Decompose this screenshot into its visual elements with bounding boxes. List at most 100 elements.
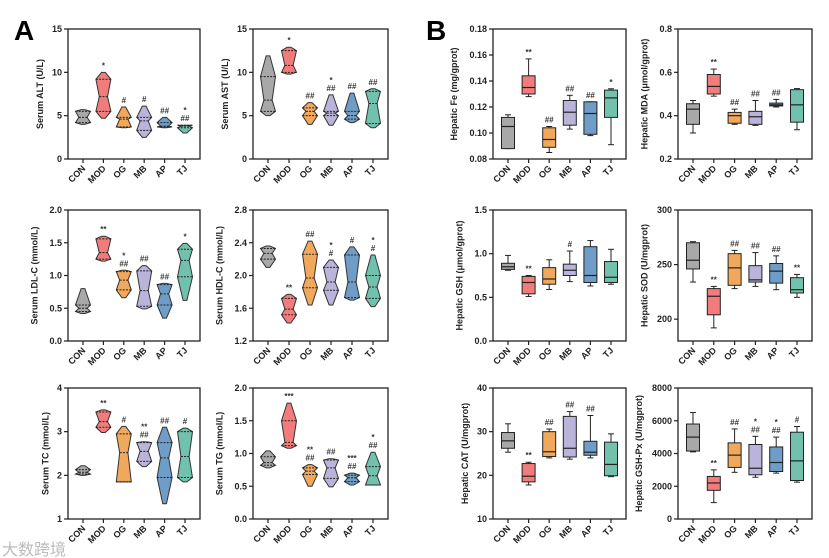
- y-tick-label: 0.08: [469, 154, 487, 164]
- plot-frame: [67, 28, 201, 160]
- violin-con: [259, 55, 277, 117]
- x-tick-label: MOD: [271, 163, 293, 185]
- y-tick-label: 20: [477, 470, 487, 480]
- significance-mark: ##: [140, 255, 149, 264]
- violin-mb: [136, 105, 153, 138]
- y-tick-label: 4: [57, 383, 62, 393]
- y-tick-label: 30: [477, 427, 487, 437]
- x-tick-label: OG: [722, 345, 739, 362]
- x-tick-label: CON: [66, 523, 87, 544]
- box-mb: [562, 415, 577, 458]
- y-tick-label: 1.2: [234, 336, 247, 346]
- box-mod: [706, 288, 721, 316]
- y-axis-label: Serum AST (U/L): [220, 58, 230, 129]
- significance-mark: *: [754, 417, 758, 426]
- y-tick-label: 0.2: [659, 154, 672, 164]
- box-mod: [521, 463, 536, 483]
- box-og: [727, 111, 742, 124]
- y-tick-label: 10: [477, 514, 487, 524]
- x-tick-label: OG: [111, 163, 128, 180]
- significance-mark: **: [711, 275, 718, 284]
- significance-mark: *: [329, 241, 333, 250]
- plot-frame: [67, 387, 201, 520]
- box-con: [686, 242, 700, 270]
- box-mod: [521, 275, 536, 295]
- y-axis-label: Hepatic GSH (μmol/gprot): [455, 220, 465, 330]
- x-tick-label: OG: [297, 345, 314, 362]
- significance-mark: ##: [160, 106, 169, 115]
- x-tick-label: MB: [557, 163, 574, 180]
- x-tick-label: CON: [66, 345, 87, 366]
- violin-og: [115, 269, 132, 299]
- y-axis-label: Serum TC (mmol/L): [41, 412, 51, 495]
- y-axis-label: Serum LDL-C (mmol/L): [30, 226, 40, 324]
- y-tick-label: 0: [667, 514, 672, 524]
- violin-tj: [176, 427, 194, 483]
- y-tick-label: 300: [657, 205, 672, 215]
- violin-ap: [156, 282, 173, 319]
- significance-mark: #: [142, 95, 147, 104]
- significance-mark: ##: [369, 441, 378, 450]
- x-tick-label: MOD: [696, 345, 718, 367]
- box-ap: [583, 101, 598, 135]
- y-axis-label: Hepatic GSH-Px (U/mgprot): [634, 395, 644, 512]
- significance-mark: **: [100, 399, 107, 408]
- x-tick-label: TJ: [363, 523, 378, 538]
- violin-ap: [156, 426, 173, 505]
- y-tick-label: 200: [657, 314, 672, 324]
- violin-tj: [176, 124, 194, 134]
- x-tick-label: MOD: [86, 523, 108, 545]
- plot-frame: [492, 387, 627, 520]
- violin-mod: [280, 402, 298, 449]
- x-tick-label: MB: [132, 345, 149, 362]
- x-tick-label: AP: [579, 523, 595, 539]
- y-tick-label: 10: [52, 67, 62, 77]
- significance-mark: **: [100, 225, 107, 234]
- significance-mark: ***: [284, 392, 294, 401]
- x-tick-label: TJ: [175, 345, 190, 360]
- x-tick-label: CON: [491, 523, 512, 544]
- violin-con: [74, 288, 92, 314]
- x-tick-label: TJ: [363, 345, 378, 360]
- chart-panel: 0.0 0.5 1.0 1.5 2.0 Serum LDL-C (mmol/L) CONMO…: [30, 205, 201, 367]
- y-tick-label: 10: [237, 67, 247, 77]
- x-tick-label: AP: [340, 163, 356, 179]
- significance-mark: ##: [751, 90, 760, 99]
- y-tick-label: 1.5: [474, 205, 487, 215]
- panel-letter-a: A: [14, 15, 34, 46]
- y-tick-label: 1.0: [49, 271, 62, 281]
- chart-panel: 0.08 0.10 0.12 0.14 0.16 0.18 Hepatic Fe (mg/g…: [449, 24, 627, 185]
- box-tj: [604, 261, 618, 283]
- box-tj: [790, 277, 804, 294]
- y-tick-label: 3: [57, 427, 62, 437]
- violin-mb: [322, 458, 340, 488]
- x-tick-label: AP: [765, 523, 781, 539]
- x-tick-label: AP: [765, 345, 781, 361]
- significance-mark: ##: [751, 425, 760, 434]
- significance-mark: ##: [751, 242, 760, 251]
- y-tick-label: 0.0: [234, 514, 247, 524]
- x-tick-label: MB: [743, 345, 760, 362]
- x-tick-label: TJ: [601, 523, 616, 538]
- box-mb: [748, 110, 763, 125]
- violin-og: [301, 240, 319, 306]
- significance-mark: ##: [140, 431, 149, 440]
- box-og: [727, 253, 742, 286]
- violin-tj: [364, 451, 382, 486]
- y-axis-label: Hepatic CAT (U/mgprot): [460, 403, 470, 504]
- box-mod: [706, 74, 721, 95]
- panel-letter-b: B: [426, 15, 446, 46]
- box-ap: [583, 440, 598, 456]
- y-tick-label: 1.0: [234, 449, 247, 459]
- significance-mark: ##: [772, 88, 781, 97]
- x-tick-label: CON: [676, 163, 697, 184]
- plot-frame: [252, 28, 389, 160]
- x-tick-label: MOD: [696, 523, 718, 545]
- x-tick-label: MB: [318, 163, 335, 180]
- significance-mark: ##: [772, 245, 781, 254]
- x-tick-label: TJ: [787, 345, 802, 360]
